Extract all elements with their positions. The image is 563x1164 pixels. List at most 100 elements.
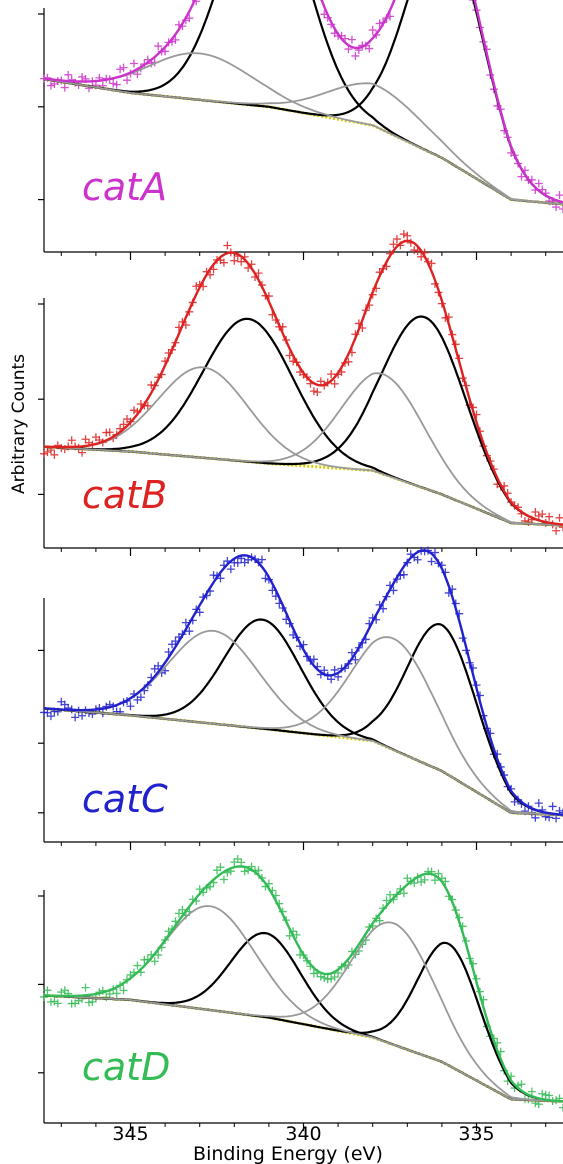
data-point — [105, 428, 114, 437]
data-point — [534, 512, 543, 521]
data-point — [410, 246, 419, 255]
data-point — [347, 35, 356, 44]
component-secondary-high — [43, 366, 563, 527]
data-point — [60, 83, 69, 92]
data-point — [427, 557, 436, 566]
data-point — [129, 59, 138, 68]
data-point — [109, 79, 118, 88]
panel-label: catD — [82, 1045, 170, 1089]
data-point — [46, 712, 55, 721]
data-point — [399, 230, 408, 239]
data-point — [330, 665, 339, 674]
data-point — [559, 523, 563, 532]
data-point — [555, 191, 563, 200]
data-point — [216, 863, 225, 872]
data-point — [123, 76, 132, 85]
data-point — [237, 257, 246, 266]
data-point — [230, 256, 239, 265]
data-point — [392, 235, 401, 244]
data-point — [178, 905, 187, 914]
data-point — [389, 240, 398, 249]
data-point — [112, 80, 121, 89]
data-point — [150, 957, 159, 966]
data-point — [309, 655, 318, 664]
data-point — [403, 231, 412, 240]
data-point — [143, 401, 152, 410]
data-point — [538, 510, 547, 519]
data-point — [261, 574, 270, 583]
data-point — [185, 627, 194, 636]
data-point — [119, 986, 128, 995]
data-point — [50, 450, 59, 459]
data-point — [133, 961, 142, 970]
data-point — [195, 608, 204, 617]
data-point — [192, 282, 201, 291]
data-point — [233, 855, 242, 864]
data-point — [216, 574, 225, 583]
data-point — [53, 999, 62, 1008]
data-point — [351, 51, 360, 60]
data-point — [313, 388, 322, 397]
panel-label: catA — [82, 165, 167, 209]
panel-catA: catA — [38, 0, 563, 260]
data-point — [64, 70, 73, 79]
data-point — [154, 42, 163, 51]
envelope-line — [43, 0, 563, 204]
data-point — [136, 693, 145, 702]
x-tick-labels: 345 340 335 — [112, 1123, 494, 1145]
data-point — [351, 655, 360, 664]
data-point — [240, 867, 249, 876]
data-point — [375, 916, 384, 925]
data-point — [545, 512, 554, 521]
data-point — [399, 570, 408, 579]
data-point — [417, 877, 426, 886]
envelope-line — [43, 549, 563, 816]
panel-catB: catB — [38, 230, 563, 556]
data-point — [81, 983, 90, 992]
data-point — [237, 858, 246, 867]
data-point — [430, 876, 439, 885]
x-tick-label-340: 340 — [285, 1123, 321, 1145]
data-point — [531, 508, 540, 517]
data-point — [517, 1080, 526, 1089]
data-point — [368, 26, 377, 35]
data-point — [43, 447, 52, 456]
data-point — [112, 989, 121, 998]
data-point — [430, 548, 439, 557]
envelope-line — [43, 239, 563, 526]
data-point — [517, 172, 526, 181]
data-point — [420, 875, 429, 884]
panel-label: catB — [82, 473, 167, 517]
data-point — [527, 1087, 536, 1096]
data-point — [257, 555, 266, 564]
data-point — [434, 869, 443, 878]
component-secondary-low — [43, 78, 563, 206]
data-point — [119, 420, 128, 429]
data-point — [534, 179, 543, 188]
data-point — [552, 526, 561, 535]
data-point — [316, 377, 325, 386]
data-point — [174, 909, 183, 918]
data-point — [60, 986, 69, 995]
data-point — [154, 951, 163, 960]
data-point — [67, 436, 76, 445]
data-point — [154, 661, 163, 670]
data-point — [382, 896, 391, 905]
data-point — [330, 972, 339, 981]
data-point — [226, 565, 235, 574]
data-point — [254, 866, 263, 875]
data-point — [50, 997, 59, 1006]
data-point — [60, 700, 69, 709]
data-point — [71, 713, 80, 722]
data-point — [399, 889, 408, 898]
data-point — [40, 449, 48, 458]
data-point — [559, 808, 563, 817]
data-point — [43, 986, 52, 995]
data-point — [545, 1091, 554, 1100]
data-point — [116, 65, 125, 74]
data-point — [531, 813, 540, 822]
y-axis-title: Arbitrary Counts — [9, 354, 29, 494]
data-point — [534, 799, 543, 808]
envelope-line — [43, 865, 563, 1103]
